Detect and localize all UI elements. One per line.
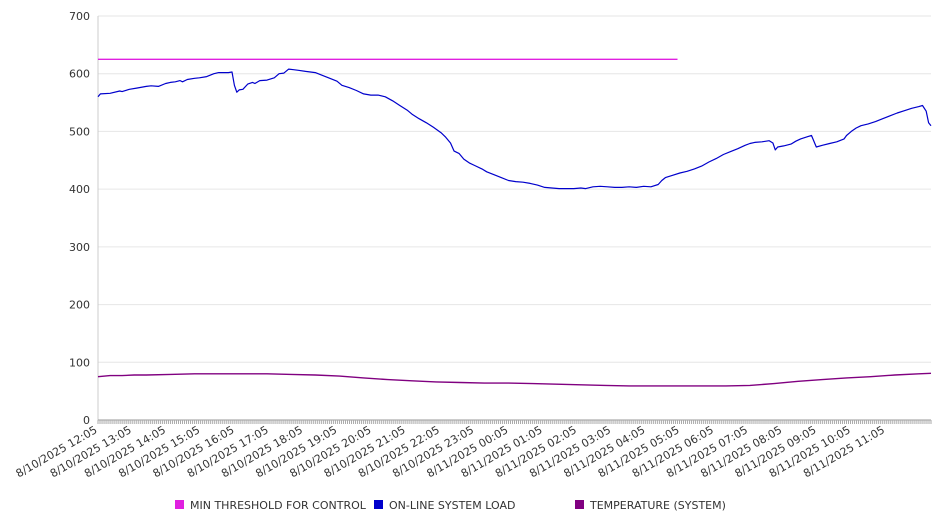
series-lines [97, 58, 932, 387]
y-tick-label: 300 [69, 241, 90, 254]
series-line-1 [97, 68, 932, 190]
y-tick-label: 100 [69, 356, 90, 369]
y-tick-label: 0 [83, 414, 90, 427]
legend-swatch [575, 500, 584, 509]
legend-swatch [374, 500, 383, 509]
series-line-2 [97, 372, 932, 387]
y-tick-label: 400 [69, 183, 90, 196]
legend-label: TEMPERATURE (SYSTEM) [589, 499, 726, 512]
legend-label: ON-LINE SYSTEM LOAD [389, 499, 515, 512]
y-tick-label: 700 [69, 10, 90, 23]
y-tick-label: 600 [69, 68, 90, 81]
y-tick-label: 500 [69, 125, 90, 138]
legend: MIN THRESHOLD FOR CONTROL ON-LINE SYSTEM … [175, 499, 726, 512]
grid [98, 15, 931, 363]
y-tick-label: 200 [69, 299, 90, 312]
legend-swatch [175, 500, 184, 509]
legend-label: MIN THRESHOLD FOR CONTROL [190, 499, 367, 512]
